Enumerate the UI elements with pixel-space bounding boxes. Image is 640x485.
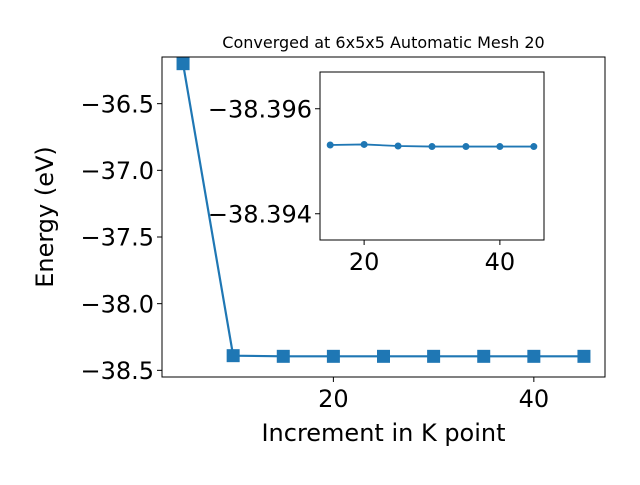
main-data-point [427,349,441,363]
main-data-point [577,349,591,363]
inset-data-point [496,143,504,151]
inset-data-point [428,143,436,151]
main-x-tick-label: 20 [318,385,349,413]
main-plot: 20 40 −36.5 −37.0 −37.5 −38.0 −38.5 [80,57,591,413]
main-data-point [326,349,340,363]
chart-title: Converged at 6x5x5 Automatic Mesh 20 [222,33,544,52]
inset-y-tick-label: −38.396 [208,95,312,123]
inset-y-tick-label: −38.394 [208,200,312,228]
x-axis-label: Increment in K point [261,419,505,447]
inset-x-tick-label: 20 [349,248,380,276]
main-data-point [176,57,190,71]
inset-data-point [530,143,538,151]
main-y-tick-label: −38.5 [80,357,154,385]
main-data-point [477,349,491,363]
main-x-tick-label: 40 [519,385,550,413]
main-data-point [377,349,390,363]
inset-data-point [360,140,368,148]
main-y-tick-label: −37.5 [80,224,154,252]
main-data-point [527,349,541,363]
main-data-point [276,349,290,363]
inset-data-point [326,141,334,149]
main-y-tick-label: −37.0 [80,157,154,185]
inset-data-point [394,142,402,150]
inset-data-point [462,143,470,151]
main-axes-frame [161,56,606,378]
y-axis-label: Energy (eV) [31,146,59,288]
main-data-point [226,349,240,363]
inset-axes-frame [319,71,545,241]
main-y-tick-label: −38.0 [80,290,154,318]
inset-plot: 20 40 −38.396 −38.394 [208,95,538,276]
inset-background [320,72,544,240]
inset-x-tick-label: 40 [485,248,516,276]
main-y-tick-label: −36.5 [80,90,154,118]
